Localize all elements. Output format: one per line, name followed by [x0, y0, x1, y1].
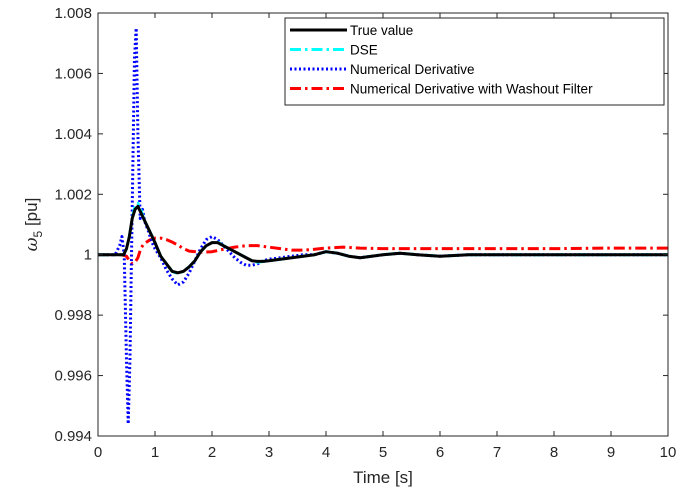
legend-label: True value — [350, 23, 413, 38]
y-tick-label: 1.008 — [54, 5, 92, 22]
y-tick-label: 1 — [84, 247, 92, 264]
x-tick-label: 2 — [208, 444, 216, 461]
y-tick-label: 0.998 — [54, 307, 92, 324]
legend-label: Numerical Derivative — [350, 62, 475, 77]
x-tick-label: 10 — [660, 444, 677, 461]
x-tick-label: 5 — [379, 444, 387, 461]
x-tick-label: 1 — [151, 444, 159, 461]
x-axis-label: Time [s] — [353, 468, 413, 487]
y-tick-label: 1.002 — [54, 186, 92, 203]
x-tick-label: 4 — [322, 444, 330, 461]
x-tick-label: 3 — [265, 444, 273, 461]
y-axis-label: ω5 [pu] — [22, 198, 45, 252]
x-tick-label: 7 — [493, 444, 501, 461]
y-tick-label: 1.004 — [54, 126, 92, 143]
legend: True value DSE Numerical Derivative Numeric… — [285, 18, 664, 105]
x-tick-label: 9 — [607, 444, 615, 461]
legend-label: Numerical Derivative with Washout Filter — [350, 82, 593, 97]
y-tick-label: 1.006 — [54, 65, 92, 82]
legend-label: DSE — [350, 43, 378, 58]
y-tick-label: 0.996 — [54, 368, 92, 385]
y-tick-label: 0.994 — [54, 428, 92, 445]
x-tick-label: 8 — [550, 444, 558, 461]
x-tick-label: 0 — [94, 444, 102, 461]
x-tick-label: 6 — [436, 444, 444, 461]
